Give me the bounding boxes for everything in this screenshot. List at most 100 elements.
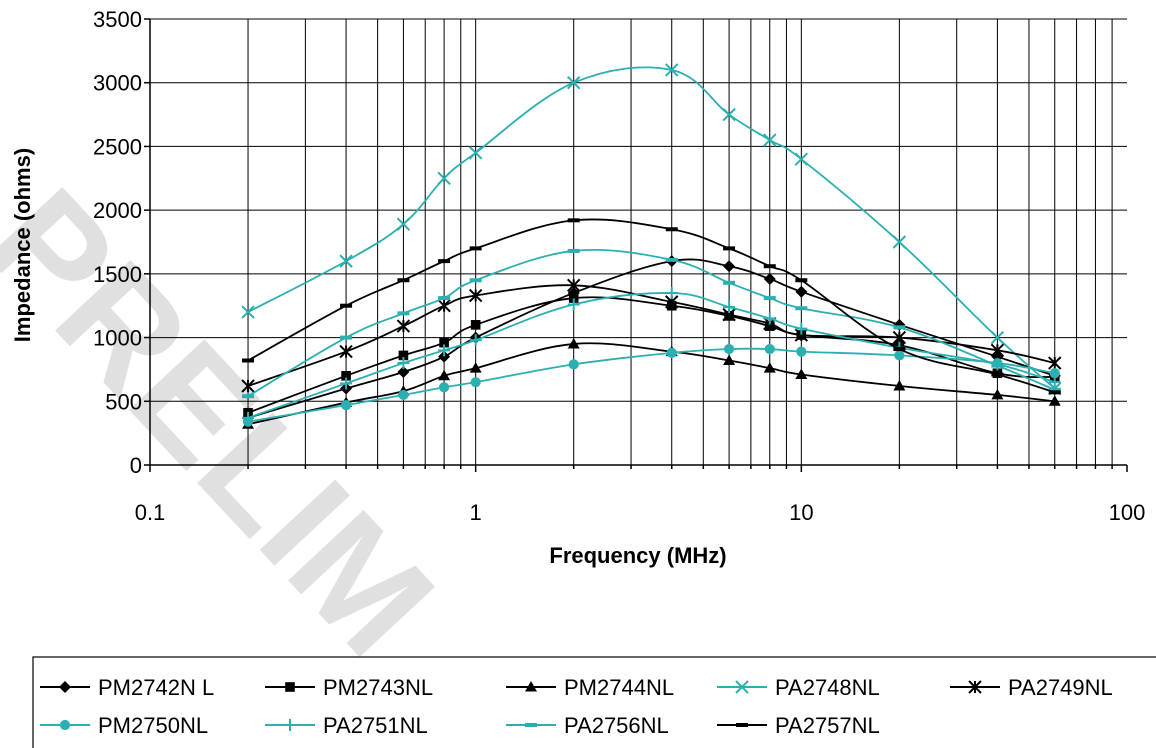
legend-item: PA2748NL xyxy=(717,675,880,700)
data-point xyxy=(340,400,352,411)
data-point xyxy=(242,358,255,363)
data-point xyxy=(567,337,580,349)
y-tick-label: 1500 xyxy=(93,262,142,287)
series-line xyxy=(247,218,1056,394)
data-point xyxy=(567,248,580,253)
data-point xyxy=(795,285,808,298)
legend: PM2742N L PM2743NL PM2744NL PA2748NL PA2749N… xyxy=(32,656,1156,748)
data-point xyxy=(665,257,678,262)
data-point xyxy=(397,278,410,283)
data-point xyxy=(439,382,450,393)
y-tick-label: 500 xyxy=(105,389,142,414)
data-point xyxy=(567,218,580,223)
data-point xyxy=(892,235,907,249)
legend-marker xyxy=(525,681,537,692)
data-point xyxy=(566,76,581,90)
legend-marker xyxy=(736,723,748,727)
data-point xyxy=(397,311,410,316)
legend-marker xyxy=(285,682,295,692)
data-point xyxy=(438,344,451,357)
legend-item: PM2742N L xyxy=(40,675,214,700)
data-point xyxy=(795,306,808,311)
data-point xyxy=(795,322,808,335)
data-point xyxy=(795,368,808,380)
data-point xyxy=(242,394,255,399)
data-point xyxy=(566,278,581,293)
data-point xyxy=(398,350,409,361)
data-point xyxy=(242,411,255,424)
series-lines xyxy=(241,63,1062,429)
y-tick-label: 0 xyxy=(130,453,142,478)
data-point xyxy=(723,246,736,251)
series-line xyxy=(247,248,1056,397)
x-tick-label: 10 xyxy=(789,500,813,525)
legend-marker xyxy=(968,680,982,694)
data-point xyxy=(990,330,1005,345)
series-pa2756nl xyxy=(242,248,1061,399)
data-point xyxy=(568,359,579,370)
legend-label: PA2756NL xyxy=(564,713,669,738)
data-point xyxy=(568,293,579,303)
data-point xyxy=(396,319,411,333)
data-point xyxy=(666,347,677,358)
series-line xyxy=(247,347,1055,423)
data-point xyxy=(723,343,735,355)
data-point xyxy=(764,343,775,355)
data-point xyxy=(722,107,736,122)
data-point xyxy=(893,325,906,330)
data-point xyxy=(723,300,736,313)
data-point xyxy=(763,264,776,269)
data-point xyxy=(567,298,580,311)
data-point xyxy=(1049,368,1060,379)
data-point xyxy=(339,254,353,268)
legend-marker xyxy=(525,723,537,727)
data-point xyxy=(763,133,777,147)
data-point xyxy=(398,389,409,401)
watermark-text: PRELIM xyxy=(0,157,466,686)
data-point xyxy=(397,357,410,370)
data-point xyxy=(723,354,736,366)
data-point xyxy=(340,377,353,390)
data-point xyxy=(763,362,776,373)
legend-marker xyxy=(59,719,71,731)
data-point xyxy=(1048,390,1061,395)
legend-item: PM2744NL xyxy=(506,675,674,700)
data-point xyxy=(763,296,776,301)
x-tick-label: 1 xyxy=(470,500,482,525)
x-tick-label: 0.1 xyxy=(135,500,166,525)
data-point xyxy=(340,303,353,308)
data-point xyxy=(1048,376,1061,389)
data-point xyxy=(437,171,451,185)
data-point xyxy=(438,369,451,381)
data-point xyxy=(470,320,481,330)
data-point xyxy=(438,259,451,264)
data-point xyxy=(437,299,451,313)
data-point xyxy=(438,296,451,301)
data-point xyxy=(341,371,351,381)
data-point xyxy=(397,365,410,378)
data-point xyxy=(892,330,907,345)
data-point xyxy=(723,260,736,273)
data-point xyxy=(241,305,255,319)
series-pa2748nl xyxy=(241,63,1062,396)
legend-marker xyxy=(59,681,71,693)
data-point xyxy=(893,379,906,391)
data-point xyxy=(893,347,906,352)
series-pm2750nl xyxy=(242,343,1060,427)
legend-label: PA2748NL xyxy=(775,675,880,700)
data-point xyxy=(795,278,808,283)
data-point xyxy=(665,227,678,232)
data-point xyxy=(469,246,482,251)
data-point xyxy=(723,280,736,285)
legend-item: PM2750NL xyxy=(40,713,208,738)
series-pm2742nl xyxy=(242,255,1061,424)
data-point xyxy=(665,63,679,77)
x-axis-title: Frequency (MHz) xyxy=(549,543,726,568)
data-point xyxy=(468,146,483,160)
data-point xyxy=(339,344,353,359)
data-point xyxy=(469,334,482,347)
legend-label: PA2749NL xyxy=(1008,675,1113,700)
data-point xyxy=(340,335,353,340)
legend-label: PM2750NL xyxy=(98,713,208,738)
